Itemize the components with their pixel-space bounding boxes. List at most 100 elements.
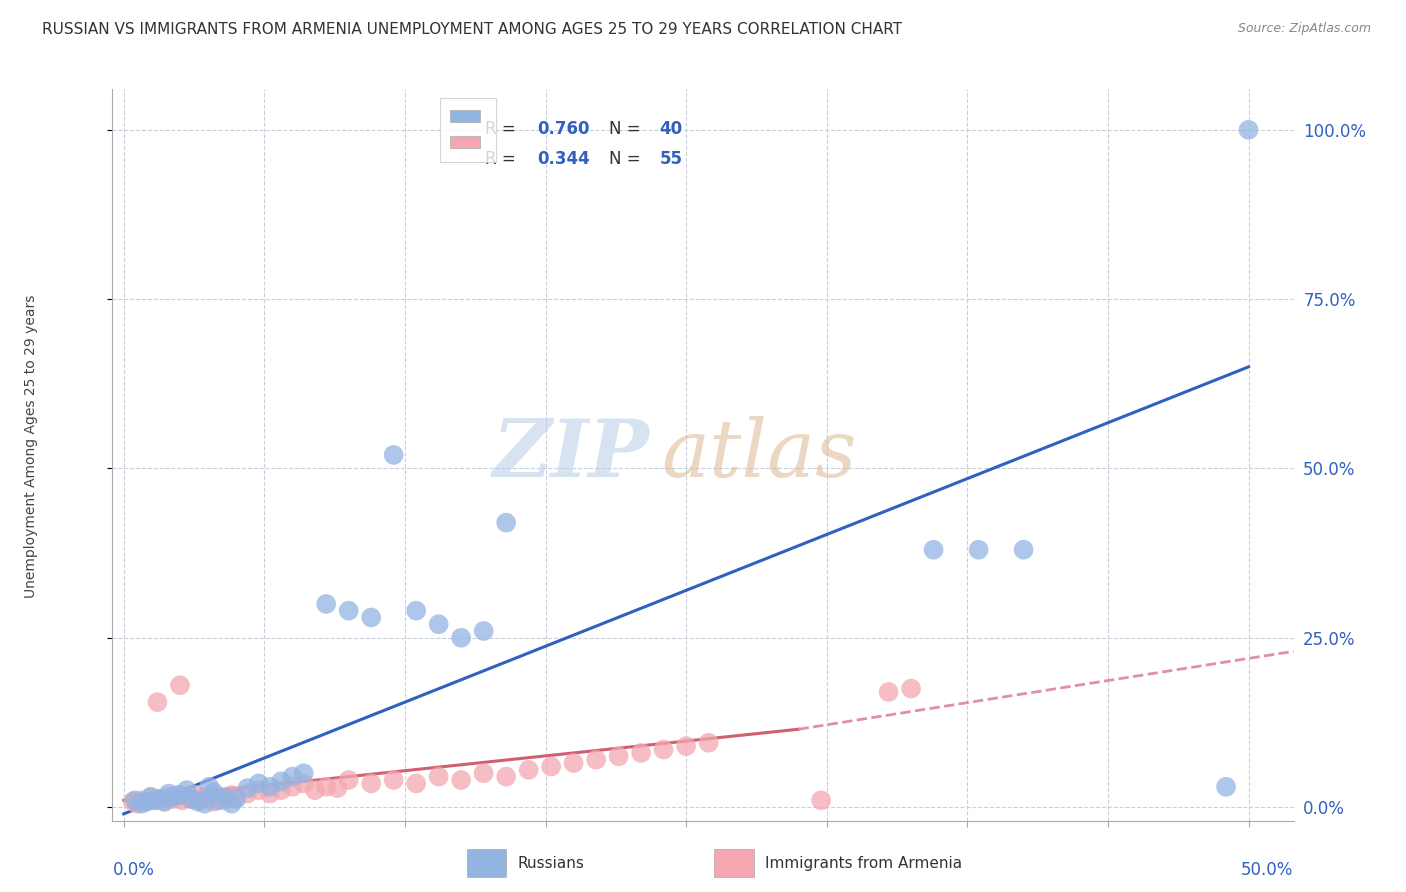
Text: 50.0%: 50.0% [1241, 861, 1294, 879]
Point [360, 610, 382, 624]
Text: 0.760: 0.760 [537, 120, 591, 138]
Point [495, 516, 517, 530]
Point [472, 766, 495, 780]
Point [967, 542, 990, 557]
Point [149, 792, 172, 806]
Point [315, 597, 337, 611]
Point [270, 774, 292, 789]
FancyBboxPatch shape [467, 849, 506, 877]
Text: R =: R = [485, 150, 520, 168]
Point [149, 792, 172, 806]
Point [169, 788, 191, 802]
Point [194, 797, 217, 811]
Point [585, 753, 607, 767]
Point [450, 631, 472, 645]
Point [184, 788, 207, 802]
Point [214, 789, 236, 804]
Point [236, 781, 259, 796]
Point [198, 792, 221, 806]
Point [131, 793, 153, 807]
Point [139, 789, 162, 804]
Point [450, 772, 472, 787]
Point [121, 795, 143, 809]
Point [922, 542, 945, 557]
Point [153, 795, 176, 809]
Point [405, 604, 427, 618]
FancyBboxPatch shape [714, 849, 754, 877]
Text: RUSSIAN VS IMMIGRANTS FROM ARMENIA UNEMPLOYMENT AMONG AGES 25 TO 29 YEARS CORREL: RUSSIAN VS IMMIGRANTS FROM ARMENIA UNEMP… [42, 22, 903, 37]
Point [176, 783, 198, 797]
Point [225, 792, 247, 806]
Point [675, 739, 697, 753]
Point [382, 448, 405, 462]
Point [153, 795, 176, 809]
Point [236, 787, 259, 801]
Point [162, 789, 184, 804]
Point [162, 792, 184, 806]
Point [517, 763, 540, 777]
Point [247, 776, 270, 790]
Legend: , : , [440, 97, 496, 161]
Point [900, 681, 922, 696]
Point [180, 792, 202, 806]
Point [1012, 542, 1035, 557]
Point [562, 756, 585, 770]
Point [188, 793, 211, 807]
Point [143, 793, 166, 807]
Point [427, 770, 450, 784]
Point [221, 788, 243, 802]
Point [405, 776, 427, 790]
Point [217, 792, 239, 806]
Point [157, 789, 180, 804]
Point [1237, 123, 1260, 137]
Point [172, 793, 194, 807]
Text: Source: ZipAtlas.com: Source: ZipAtlas.com [1237, 22, 1371, 36]
Point [198, 780, 221, 794]
Point [259, 787, 281, 801]
Point [247, 783, 270, 797]
Text: N =: N = [609, 150, 645, 168]
Point [143, 793, 166, 807]
Text: Immigrants from Armenia: Immigrants from Armenia [765, 855, 962, 871]
Point [1215, 780, 1237, 794]
Point [652, 742, 675, 756]
Text: N =: N = [609, 120, 645, 138]
Text: 40: 40 [659, 120, 682, 138]
Point [877, 685, 900, 699]
Point [427, 617, 450, 632]
Point [157, 787, 180, 801]
Point [304, 783, 326, 797]
Text: 0.0%: 0.0% [112, 861, 155, 879]
Point [281, 770, 304, 784]
Point [207, 793, 229, 807]
Text: 55: 55 [659, 150, 682, 168]
Point [281, 780, 304, 794]
Point [207, 789, 229, 804]
Point [127, 797, 149, 811]
Point [326, 781, 349, 796]
Point [146, 695, 169, 709]
Point [166, 788, 188, 802]
Point [292, 766, 315, 780]
Point [139, 789, 162, 804]
Text: R =: R = [485, 120, 520, 138]
Point [382, 772, 405, 787]
Point [259, 780, 281, 794]
Point [607, 749, 630, 764]
Point [225, 789, 247, 804]
Text: Unemployment Among Ages 25 to 29 years: Unemployment Among Ages 25 to 29 years [24, 294, 38, 598]
Text: Russians: Russians [517, 855, 585, 871]
Text: ZIP: ZIP [494, 417, 650, 493]
Text: atlas: atlas [662, 417, 858, 493]
Point [337, 604, 360, 618]
Point [211, 793, 233, 807]
Point [472, 624, 495, 638]
Point [135, 795, 157, 809]
Point [337, 772, 360, 787]
Point [187, 795, 209, 809]
Point [176, 789, 198, 804]
Point [194, 789, 217, 804]
Point [540, 759, 562, 773]
Point [810, 793, 832, 807]
Point [202, 795, 225, 809]
